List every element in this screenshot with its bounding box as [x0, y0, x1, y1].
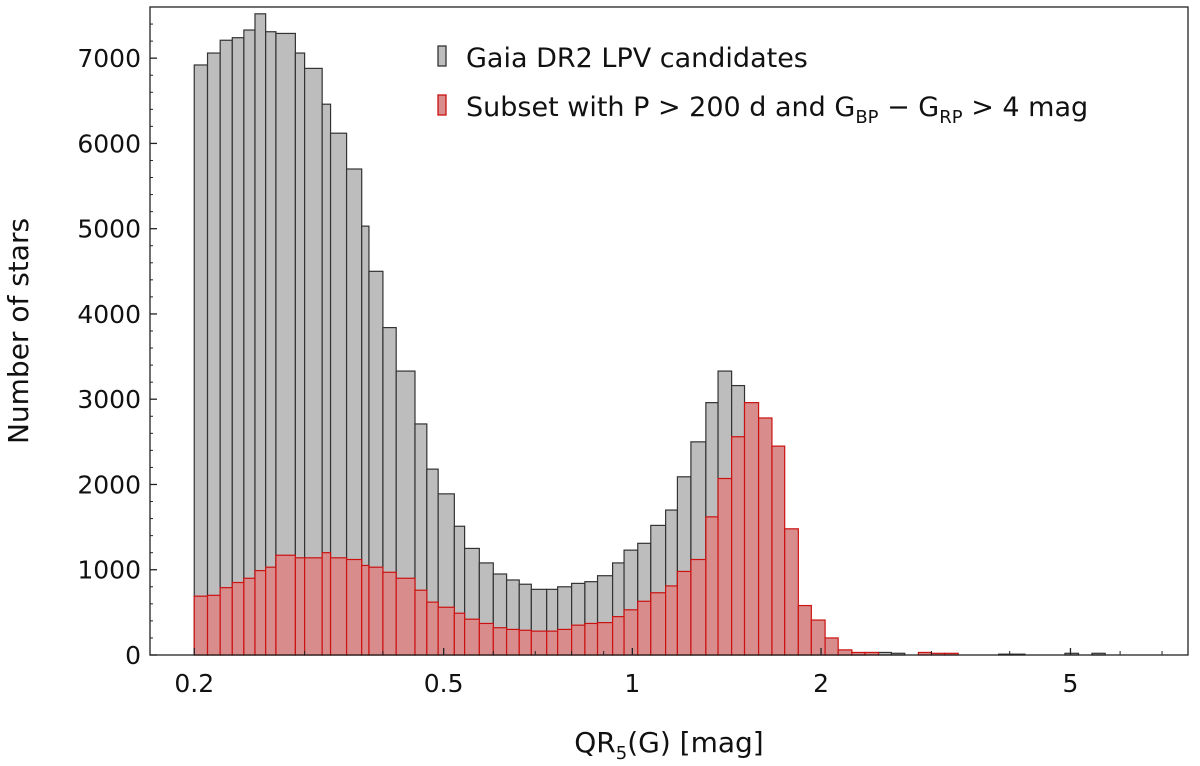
red-bar-35: [650, 592, 667, 656]
red-bar-13: [361, 564, 370, 656]
x-tick-label-4: 5: [1063, 669, 1079, 698]
red-bar-28: [557, 628, 573, 656]
red-bar-0: [193, 595, 209, 656]
red-bar-29: [571, 624, 586, 656]
red-bar-9: [304, 557, 323, 656]
red-bar-7: [275, 554, 296, 656]
red-bar-45: [784, 528, 799, 656]
legend-swatch-grey: [437, 45, 447, 67]
grey-bar-0: [193, 64, 209, 656]
red-bar-27: [546, 630, 559, 656]
y-tick-label-5: 5000: [77, 215, 141, 244]
red-bar-10: [321, 552, 332, 656]
red-bar-36: [665, 585, 679, 656]
red-bar-47: [810, 619, 826, 656]
red-bar-14: [368, 566, 384, 656]
grey-bar-2: [219, 39, 233, 656]
red-bar-16: [395, 577, 416, 656]
x-tick-label-0: 0.2: [174, 669, 214, 698]
y-tick-label-1: 1000: [77, 556, 141, 585]
red-bar-32: [611, 616, 625, 656]
red-bar-25: [518, 629, 532, 656]
red-bar-5: [254, 569, 267, 656]
red-bar-18: [426, 601, 439, 656]
red-bar-20: [453, 612, 466, 656]
red-bar-4: [243, 577, 256, 656]
y-tick-label-0: 0: [125, 641, 141, 670]
x-tick-label-2: 1: [624, 669, 640, 698]
red-bar-1: [206, 594, 221, 656]
red-bar-48: [824, 637, 839, 656]
y-tick-label-2: 2000: [77, 470, 141, 499]
red-bar-41: [731, 436, 746, 656]
grey-bar-5: [254, 13, 267, 656]
red-bar-17: [414, 589, 428, 656]
grey-bar-3: [231, 37, 245, 656]
red-bar-42: [743, 402, 760, 656]
grey-bar-1: [206, 52, 221, 656]
red-bar-43: [757, 417, 773, 656]
y-tick-label-6: 6000: [77, 129, 141, 158]
legend-entry-grey: Gaia DR2 LPV candidates: [466, 43, 808, 74]
red-bar-11: [329, 557, 348, 656]
red-bar-38: [690, 558, 707, 656]
x-axis-label: QR5(G) [mag]: [574, 726, 763, 764]
red-bar-19: [437, 606, 455, 656]
red-bar-8: [294, 557, 306, 656]
red-bar-2: [219, 587, 233, 656]
red-bar-31: [596, 621, 614, 656]
y-tick-label-7: 7000: [77, 44, 141, 73]
x-axis-ticks: 0.2 0.5 1 2 5: [174, 648, 1163, 698]
red-bar-34: [637, 600, 652, 656]
legend-entry-red: Subset with P > 200 d and GBP − GRP > 4 …: [466, 92, 1088, 128]
red-bar-40: [717, 477, 733, 656]
red-bar-37: [676, 570, 692, 656]
x-tick-label-3: 2: [813, 669, 829, 698]
red-bar-24: [505, 628, 520, 656]
red-bar-6: [265, 566, 277, 656]
red-bar-3: [231, 581, 245, 656]
red-bar-44: [771, 445, 786, 656]
red-bar-23: [492, 627, 508, 656]
grey-bar-4: [243, 29, 256, 656]
red-bar-21: [464, 618, 480, 656]
red-bar-49: [837, 649, 853, 656]
y-tick-label-4: 4000: [77, 300, 141, 329]
red-bar-15: [382, 571, 397, 656]
y-axis-label: Number of stars: [2, 218, 35, 444]
red-bar-46: [797, 604, 812, 656]
grey-bar-6: [265, 31, 277, 656]
red-bar-39: [705, 516, 719, 656]
red-bar-12: [345, 558, 363, 656]
red-bar-30: [584, 622, 599, 656]
y-axis-ticks: 0 1000 2000 3000 4000 5000 6000 7000: [77, 23, 157, 670]
red-bar-26: [530, 630, 548, 656]
legend: Gaia DR2 LPV candidates Subset with P > …: [437, 43, 1088, 128]
x-tick-label-1: 0.5: [424, 669, 464, 698]
legend-swatch-red: [437, 94, 447, 116]
y-tick-label-3: 3000: [77, 385, 141, 414]
red-bar-33: [623, 609, 639, 656]
red-bar-22: [478, 622, 494, 656]
